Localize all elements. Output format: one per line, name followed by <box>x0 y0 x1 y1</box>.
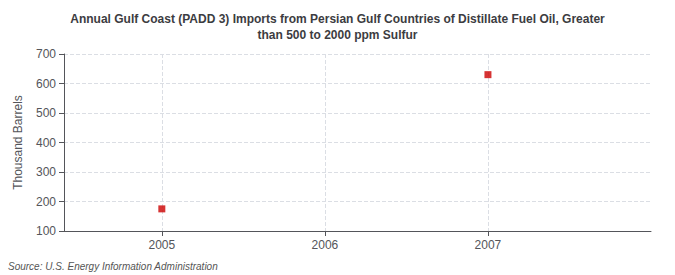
svg-text:than 500 to 2000 ppm Sulfur: than 500 to 2000 ppm Sulfur <box>257 28 417 42</box>
svg-text:600: 600 <box>36 77 56 91</box>
svg-text:100: 100 <box>36 224 56 238</box>
svg-text:Thousand Barrels: Thousand Barrels <box>11 95 25 190</box>
svg-text:400: 400 <box>36 136 56 150</box>
svg-text:200: 200 <box>36 195 56 209</box>
svg-text:700: 700 <box>36 47 56 61</box>
svg-text:300: 300 <box>36 165 56 179</box>
svg-text:Annual Gulf Coast (PADD 3) Imp: Annual Gulf Coast (PADD 3) Imports from … <box>70 12 605 26</box>
svg-text:2007: 2007 <box>475 238 502 252</box>
svg-text:500: 500 <box>36 106 56 120</box>
svg-text:2006: 2006 <box>312 238 339 252</box>
svg-text:Source: U.S. Energy Informatio: Source: U.S. Energy Information Administ… <box>8 261 218 272</box>
svg-text:2005: 2005 <box>148 238 175 252</box>
